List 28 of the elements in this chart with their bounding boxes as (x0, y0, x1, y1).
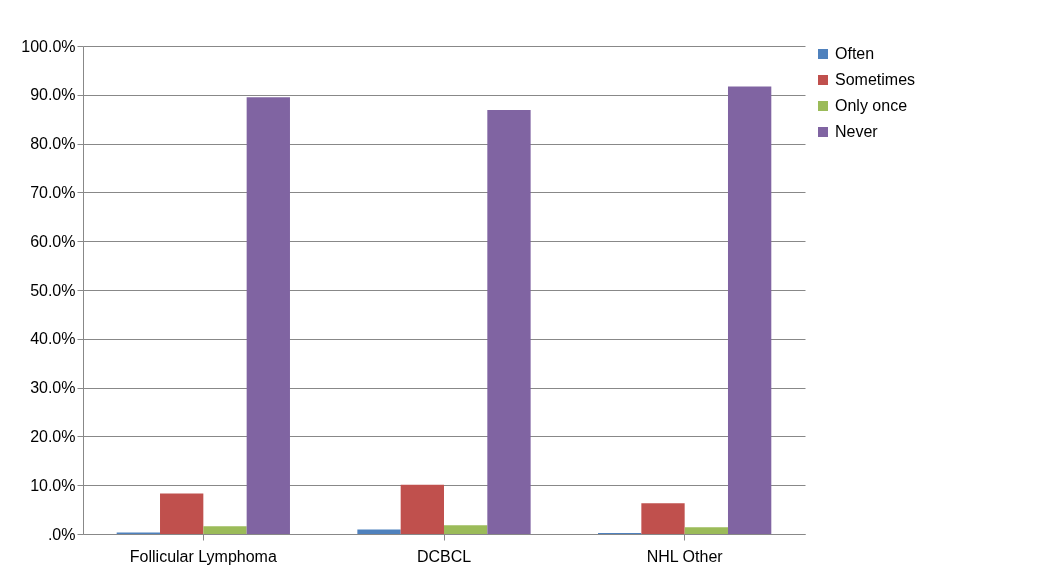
bar (400, 484, 444, 534)
y-tick-label: 60.0% (30, 232, 76, 250)
y-tick-label: 30.0% (30, 379, 76, 397)
y-tick-label: 90.0% (30, 86, 76, 104)
y-tick-label: 40.0% (30, 330, 76, 348)
legend-label: Never (835, 123, 879, 140)
y-tick-label: 50.0% (30, 281, 76, 299)
y-tick-label: 70.0% (30, 183, 76, 201)
bar (487, 109, 531, 534)
y-tick-label: .0% (47, 525, 76, 543)
y-tick-label: 20.0% (30, 427, 76, 445)
bar (160, 493, 204, 534)
x-tick-label: Follicular Lymphoma (129, 547, 277, 565)
bar (444, 525, 488, 534)
y-tick-label: 10.0% (30, 476, 76, 494)
bar (203, 526, 247, 534)
bar (246, 97, 290, 534)
bar (684, 527, 728, 534)
y-tick-label: 80.0% (30, 135, 76, 153)
x-tick-label: DCBCL (416, 547, 472, 565)
bar (357, 529, 401, 534)
y-tick-label: 100.0% (21, 37, 76, 55)
bar (641, 503, 685, 534)
legend-label: Only once (835, 97, 908, 114)
bar (727, 86, 772, 534)
legend-label: Often (835, 45, 875, 62)
legend-label: Sometimes (835, 71, 916, 88)
x-tick-label: NHL Other (646, 547, 724, 565)
